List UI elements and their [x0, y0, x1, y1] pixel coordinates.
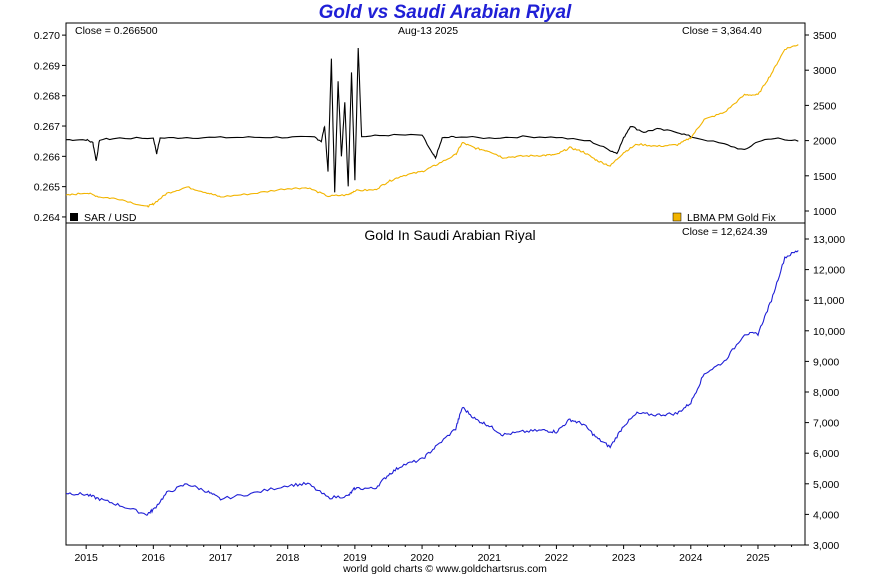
x-tick-label: 2015 — [74, 552, 98, 564]
bottom-right-tick-label: 4,000 — [813, 509, 839, 521]
left-tick-label: 0.265 — [34, 182, 60, 194]
bottom-right-tick-label: 3,000 — [813, 540, 839, 552]
bottom-panel-title: Gold In Saudi Arabian Riyal — [364, 227, 535, 243]
axes-group: 0.264 0.265 0.266 0.267 0.268 0.269 0.270 1000 1… — [34, 30, 846, 564]
x-tick-label: 2022 — [545, 552, 569, 564]
bottom-panel-frame — [65, 222, 806, 546]
left-tick-label: 0.270 — [34, 30, 60, 42]
bottom-right-tick-label: 9,000 — [813, 356, 839, 368]
bottom-right-tick-label: 5,000 — [813, 479, 839, 491]
x-tick-label: 2019 — [343, 552, 367, 564]
bottom-right-tick-label: 11,000 — [813, 295, 844, 307]
left-tick-label: 0.267 — [34, 121, 60, 133]
bottom-close-label: Close = 12,624.39 — [682, 226, 768, 238]
left-tick-label: 0.268 — [34, 91, 60, 103]
x-tick-label: 2021 — [478, 552, 502, 564]
series-sar-usd — [65, 47, 799, 193]
legend-sar-swatch — [70, 213, 78, 221]
series-gold-in-sar — [65, 250, 799, 516]
legend-gold-label: LBMA PM Gold Fix — [687, 212, 776, 224]
x-tick-label: 2016 — [142, 552, 166, 564]
left-tick-label: 0.269 — [34, 60, 60, 72]
date-label: Aug-13 2025 — [398, 25, 458, 37]
legend-gold-swatch — [672, 212, 682, 222]
bottom-right-tick-label: 7,000 — [813, 418, 839, 430]
bottom-right-tick-label: 13,000 — [813, 234, 845, 246]
left-tick-label: 0.264 — [34, 212, 60, 224]
series-group — [65, 44, 799, 516]
right-tick-label: 3000 — [813, 65, 837, 77]
top-panel-frame — [65, 22, 806, 224]
x-tick-label: 2024 — [679, 552, 703, 564]
right-tick-label: 2500 — [813, 100, 837, 112]
x-tick-label: 2018 — [276, 552, 300, 564]
x-tick-label: 2020 — [410, 552, 434, 564]
right-tick-label: 1500 — [813, 171, 837, 183]
bottom-right-tick-label: 8,000 — [813, 387, 839, 399]
bottom-right-tick-label: 10,000 — [813, 326, 845, 338]
sar-close-label: Close = 0.266500 — [75, 25, 158, 37]
x-tick-label: 2025 — [746, 552, 770, 564]
legend-sar-label: SAR / USD — [84, 212, 137, 224]
bottom-right-tick-label: 12,000 — [813, 265, 845, 277]
x-tick-label: 2023 — [612, 552, 636, 564]
series-gold-fix — [65, 44, 799, 208]
right-tick-label: 2000 — [813, 136, 837, 148]
right-tick-label: 1000 — [813, 206, 837, 218]
x-tick-label: 2017 — [209, 552, 233, 564]
chart-title: Gold vs Saudi Arabian Riyal — [318, 2, 572, 23]
bottom-right-tick-label: 6,000 — [813, 448, 839, 460]
left-tick-label: 0.266 — [34, 151, 60, 163]
gold-close-label: Close = 3,364.40 — [682, 25, 762, 37]
footer-credit: world gold charts © www.goldchartsrus.co… — [343, 563, 547, 575]
right-tick-label: 3500 — [813, 30, 837, 42]
